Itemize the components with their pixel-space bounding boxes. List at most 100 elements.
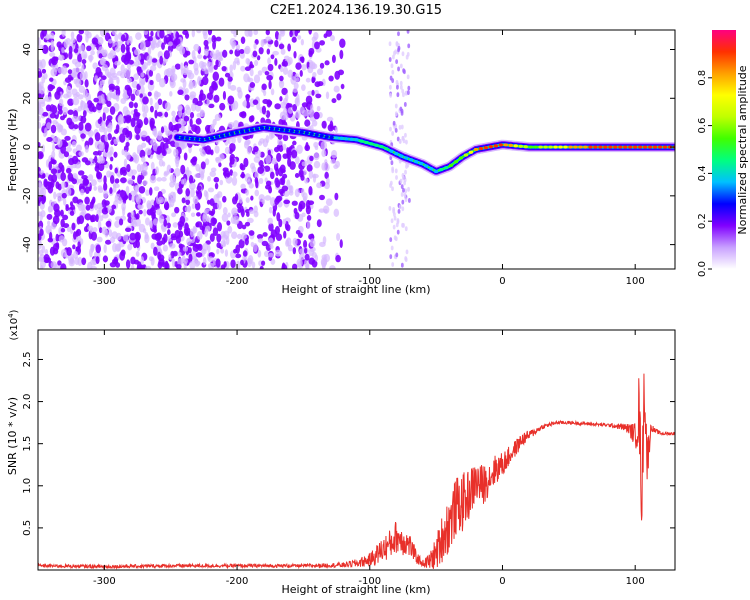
colorbar-tick-label: 0.8	[697, 70, 708, 86]
signal-peak	[319, 134, 324, 138]
signal-peak	[289, 129, 295, 133]
noise-speckle	[309, 155, 314, 162]
noise-speckle	[324, 171, 329, 180]
signal-peak	[344, 137, 349, 141]
noise-speckle	[61, 65, 68, 75]
noise-speckle	[216, 200, 222, 210]
noise-speckle	[313, 152, 320, 161]
noise-speckle	[268, 206, 273, 214]
noise-speckle	[401, 206, 405, 212]
signal-peak	[269, 126, 275, 131]
noise-speckle	[279, 164, 286, 173]
noise-speckle	[50, 261, 58, 269]
noise-speckle	[264, 195, 272, 201]
noise-speckle	[333, 208, 340, 218]
noise-speckle	[107, 133, 112, 141]
noise-speckle	[84, 122, 92, 132]
noise-speckle	[103, 200, 110, 206]
noise-speckle	[60, 218, 65, 228]
noise-speckle	[41, 75, 46, 84]
noise-speckle	[407, 198, 411, 203]
noise-speckle	[212, 227, 219, 237]
noise-speckle	[257, 249, 262, 258]
signal-peak	[433, 169, 439, 174]
noise-speckle	[112, 242, 118, 253]
noise-speckle	[254, 189, 260, 197]
noise-speckle	[81, 257, 87, 266]
noise-speckle	[114, 195, 118, 203]
noise-speckle	[184, 88, 189, 94]
noise-speckle	[122, 127, 129, 136]
noise-speckle	[311, 63, 318, 70]
noise-speckle	[405, 249, 409, 255]
noise-speckle	[210, 167, 217, 173]
colorbar-ticks: 0.0 0.2 0.4 0.6 0.8	[697, 70, 712, 277]
noise-speckle	[100, 120, 106, 130]
noise-speckle	[389, 183, 392, 188]
noise-speckle	[170, 235, 178, 241]
noise-speckle	[166, 30, 172, 36]
noise-speckle	[130, 216, 137, 225]
noise-speckle	[94, 204, 98, 211]
noise-speckle	[61, 181, 66, 190]
noise-speckle	[86, 100, 93, 109]
noise-speckle	[406, 30, 410, 34]
noise-speckle	[308, 47, 315, 55]
noise-speckle	[155, 232, 163, 241]
noise-speckle	[215, 258, 221, 268]
noise-speckle	[135, 193, 140, 203]
noise-speckle	[196, 30, 202, 34]
noise-speckle	[257, 238, 264, 243]
noise-speckle	[49, 112, 57, 119]
noise-speckle	[394, 103, 398, 109]
noise-speckle	[333, 85, 340, 93]
noise-speckle	[236, 233, 242, 240]
noise-speckle	[171, 65, 176, 73]
noise-speckle	[141, 156, 146, 163]
noise-speckle	[189, 228, 194, 238]
noise-speckle	[114, 46, 121, 53]
signal-peak	[558, 145, 563, 149]
noise-speckle	[168, 243, 176, 249]
signal-peak	[528, 145, 533, 149]
noise-speckle	[308, 186, 313, 196]
noise-speckle	[251, 261, 256, 269]
noise-speckle	[94, 132, 101, 142]
noise-speckle	[273, 146, 280, 153]
noise-speckle	[74, 256, 80, 266]
noise-speckle	[143, 30, 149, 36]
noise-speckle	[122, 234, 129, 242]
noise-speckle	[173, 148, 179, 158]
noise-speckle	[169, 91, 173, 97]
signal-peak	[394, 151, 399, 156]
noise-speckle	[303, 239, 308, 249]
noise-speckle	[395, 41, 399, 47]
noise-speckle	[149, 187, 153, 196]
noise-speckle	[269, 171, 275, 180]
noise-speckle	[256, 234, 264, 240]
noise-speckle	[38, 179, 42, 188]
noise-speckle	[295, 97, 300, 107]
noise-speckle	[97, 185, 103, 191]
signal-peak	[637, 145, 643, 149]
noise-speckle	[404, 90, 408, 96]
signal-peak	[314, 133, 319, 137]
noise-speckle	[399, 84, 403, 90]
snr-xlabel: Height of straight line (km)	[281, 583, 430, 596]
noise-speckle	[174, 206, 180, 214]
noise-speckle	[65, 146, 72, 153]
noise-speckle	[207, 30, 213, 36]
noise-speckle	[153, 90, 159, 100]
signal-peak	[309, 132, 314, 136]
noise-speckle	[98, 155, 103, 164]
noise-speckle	[114, 85, 120, 91]
noise-speckle	[308, 30, 312, 35]
noise-speckle	[301, 212, 306, 218]
noise-speckle	[109, 106, 116, 115]
noise-speckle	[111, 258, 119, 265]
noise-speckle	[86, 45, 92, 52]
noise-speckle	[283, 60, 288, 67]
signal-peak	[195, 137, 200, 141]
noise-speckle	[206, 98, 210, 107]
